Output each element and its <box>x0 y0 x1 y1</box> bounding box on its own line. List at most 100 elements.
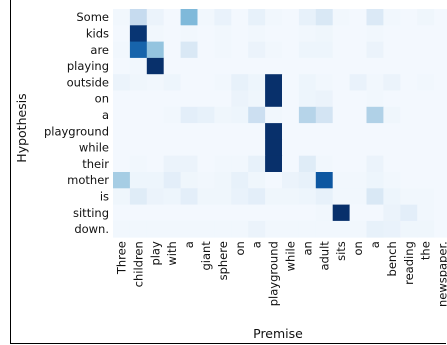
heatmap-cell <box>315 139 334 157</box>
heatmap-cell <box>332 41 350 59</box>
heatmap-cell <box>366 90 384 108</box>
heatmap-cell <box>332 188 350 205</box>
heatmap-cell <box>417 41 435 59</box>
heatmap-cell <box>129 172 148 189</box>
heatmap-cell <box>265 220 283 238</box>
x-tick-label: sits <box>334 241 348 261</box>
heatmap-cell <box>113 106 131 124</box>
heatmap-cell <box>282 155 300 173</box>
heatmap-cell <box>113 41 131 59</box>
heatmap-cell <box>282 188 300 205</box>
heatmap-cell <box>366 25 384 42</box>
x-tick-label: with <box>165 241 179 265</box>
heatmap-cell <box>332 139 350 157</box>
heatmap-cell <box>315 74 334 91</box>
x-tick-label: newspaper. <box>436 241 447 307</box>
y-tick-label: while <box>79 141 109 155</box>
heatmap-cell <box>214 172 232 189</box>
heatmap-cell <box>231 220 249 238</box>
heatmap-cell <box>129 74 148 91</box>
heatmap-cell <box>417 155 435 173</box>
heatmap-cell <box>315 220 334 238</box>
y-tick-label: a <box>102 108 109 122</box>
heatmap-cell <box>214 220 232 238</box>
heatmap-cell <box>315 90 334 108</box>
heatmap-cell <box>214 155 232 173</box>
heatmap-cell <box>146 41 165 59</box>
y-tick-label: are <box>90 43 109 57</box>
x-tick-label: play <box>148 241 162 266</box>
heatmap-cell <box>231 25 249 42</box>
heatmap-cell <box>400 123 418 140</box>
heatmap-cell <box>129 155 148 173</box>
heatmap-cell <box>400 106 418 124</box>
x-tick-label: Three <box>114 241 128 275</box>
heatmap-cell <box>400 220 418 238</box>
heatmap-cell <box>146 139 165 157</box>
heatmap-cell <box>400 9 418 26</box>
heatmap-cell <box>417 204 435 222</box>
heatmap-cell <box>265 74 283 91</box>
y-tick-label: mother <box>67 173 109 187</box>
heatmap-cell <box>332 74 350 91</box>
heatmap-cell <box>129 57 148 75</box>
heatmap-cell <box>434 25 447 42</box>
heatmap-cell <box>265 204 283 222</box>
heatmap-cell <box>434 90 447 108</box>
heatmap-cell <box>298 106 317 124</box>
heatmap-cell <box>265 172 283 189</box>
heatmap-cell <box>163 9 181 26</box>
heatmap-cell <box>315 123 334 140</box>
heatmap-cell <box>400 57 418 75</box>
heatmap-cell <box>248 41 266 59</box>
heatmap-cell <box>417 74 435 91</box>
heatmap-cell <box>332 172 350 189</box>
heatmap-cell <box>146 204 165 222</box>
heatmap-cell <box>434 123 447 140</box>
heatmap-cell <box>214 106 232 124</box>
heatmap-cell <box>282 172 300 189</box>
heatmap-cell <box>383 41 401 59</box>
heatmap-cell <box>315 25 334 42</box>
x-tick-label: a <box>250 241 264 248</box>
heatmap-cell <box>180 41 198 59</box>
heatmap-cell <box>349 123 367 140</box>
heatmap-cell <box>282 25 300 42</box>
heatmap-cell <box>146 90 165 108</box>
heatmap-cell <box>383 172 401 189</box>
heatmap-cell <box>180 155 198 173</box>
heatmap-cell <box>349 172 367 189</box>
heatmap-cell <box>231 106 249 124</box>
heatmap-cell <box>298 25 317 42</box>
x-tick-label: bench <box>385 241 399 276</box>
heatmap-cell <box>282 90 300 108</box>
heatmap-cell <box>129 123 148 140</box>
heatmap-cell <box>315 41 334 59</box>
heatmap-cells <box>113 9 447 238</box>
heatmap-cell <box>383 220 401 238</box>
heatmap-cell <box>366 172 384 189</box>
y-axis-label: Hypothesis <box>14 93 29 162</box>
heatmap-cell <box>113 139 131 157</box>
heatmap-cell <box>197 57 215 75</box>
heatmap-cell <box>146 9 165 26</box>
x-tick-label: while <box>283 241 297 271</box>
heatmap-cell <box>113 9 131 26</box>
heatmap-cell <box>400 155 418 173</box>
heatmap-cell <box>248 57 266 75</box>
heatmap-cell <box>417 123 435 140</box>
x-tick-label: a <box>368 241 382 248</box>
heatmap-cell <box>366 57 384 75</box>
heatmap-cell <box>434 172 447 189</box>
heatmap-cell <box>214 139 232 157</box>
heatmap-cell <box>214 204 232 222</box>
heatmap-cell <box>231 90 249 108</box>
heatmap-cell <box>197 204 215 222</box>
heatmap-cell <box>332 9 350 26</box>
heatmap-cell <box>417 106 435 124</box>
x-tick-label: giant <box>199 241 213 271</box>
heatmap-cell <box>180 57 198 75</box>
heatmap-cell <box>113 220 131 238</box>
heatmap-cell <box>417 220 435 238</box>
heatmap-cell <box>129 90 148 108</box>
